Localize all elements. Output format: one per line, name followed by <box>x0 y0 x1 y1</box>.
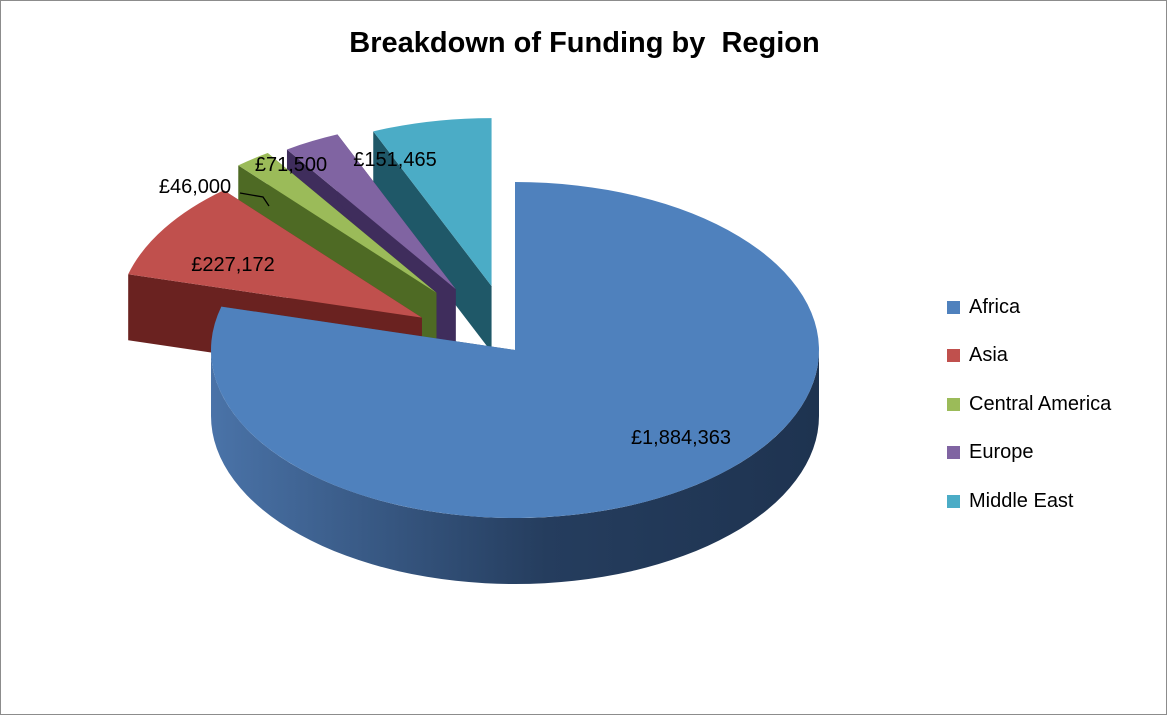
legend-item-central-america: Central America <box>947 380 1111 429</box>
data-label-central-america: £46,000 <box>159 176 231 198</box>
pie-slice-side <box>211 350 819 584</box>
legend-swatch <box>947 446 960 460</box>
legend-label: Central America <box>969 392 1112 415</box>
legend-swatch <box>947 300 960 314</box>
legend-label: Middle East <box>969 489 1074 512</box>
chart-title: Breakdown of Funding by Region <box>349 27 820 59</box>
legend-item-africa: Africa <box>947 283 1111 332</box>
legend-label: Africa <box>969 295 1021 318</box>
data-label-asia: £227,172 <box>191 254 274 276</box>
legend-swatch <box>947 494 960 508</box>
legend-swatch <box>947 349 960 363</box>
pie-slice-africa <box>210 182 819 584</box>
legend-swatch <box>947 397 960 411</box>
pie-slice-top <box>128 190 422 318</box>
pie-slice-top <box>238 153 437 293</box>
data-label-middle-east: £151,465 <box>353 149 436 171</box>
pie-slice-wall <box>373 131 492 353</box>
legend-item-europe: Europe <box>947 429 1111 478</box>
legend: Africa Asia Central America Europe Middle Ea… <box>947 283 1111 526</box>
pie-slice-top <box>210 182 819 519</box>
pie-slice-top <box>373 118 492 287</box>
label-leader-line <box>239 192 270 207</box>
legend-item-asia: Asia <box>947 332 1111 381</box>
data-label-africa: £1,884,363 <box>631 427 731 449</box>
pie-slice-middle-east <box>373 118 492 353</box>
legend-item-middle-east: Middle East <box>947 477 1111 526</box>
pie-slice-top <box>286 134 456 290</box>
legend-label: Asia <box>969 344 1008 367</box>
legend-label: Europe <box>969 441 1034 464</box>
data-label-europe: £71,500 <box>255 154 327 176</box>
